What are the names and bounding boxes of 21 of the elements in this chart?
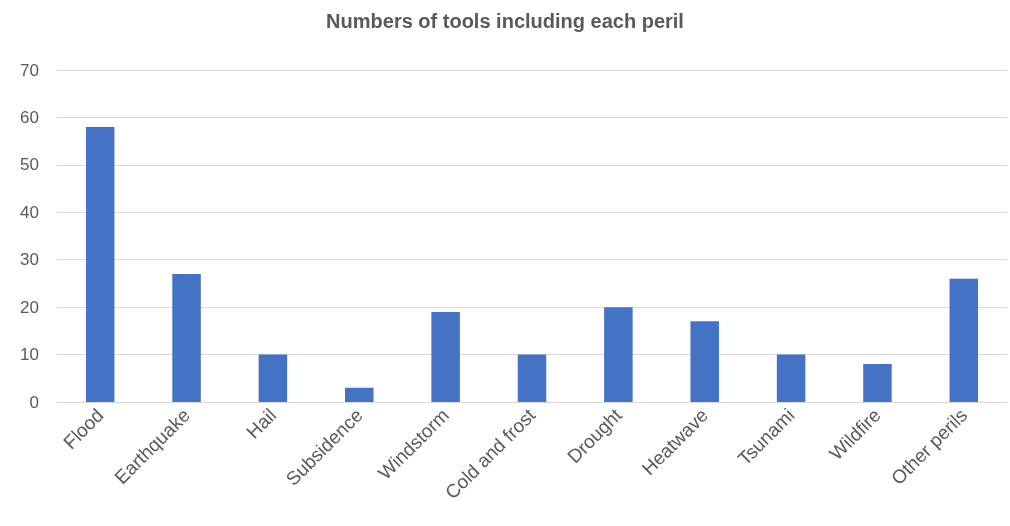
y-tick-label: 50 (20, 155, 39, 175)
y-tick-label: 10 (20, 345, 39, 365)
bar (690, 321, 719, 402)
y-tick-label: 30 (20, 250, 39, 270)
bar (85, 126, 115, 402)
bar (431, 311, 460, 402)
x-tick-label: Hail (242, 404, 281, 443)
bar (776, 354, 806, 402)
bar (863, 364, 892, 402)
y-tick-label: 60 (20, 107, 39, 127)
chart-title: Numbers of tools including each peril (326, 10, 684, 32)
bar (949, 278, 979, 402)
y-tick-label: 0 (29, 392, 39, 412)
y-tick-label: 70 (20, 60, 39, 80)
bar (172, 273, 201, 402)
bar (258, 354, 288, 402)
y-tick-label: 20 (20, 297, 39, 317)
bar (345, 387, 374, 402)
bar (517, 354, 547, 402)
bar (604, 307, 633, 402)
y-tick-label: 40 (20, 202, 39, 222)
